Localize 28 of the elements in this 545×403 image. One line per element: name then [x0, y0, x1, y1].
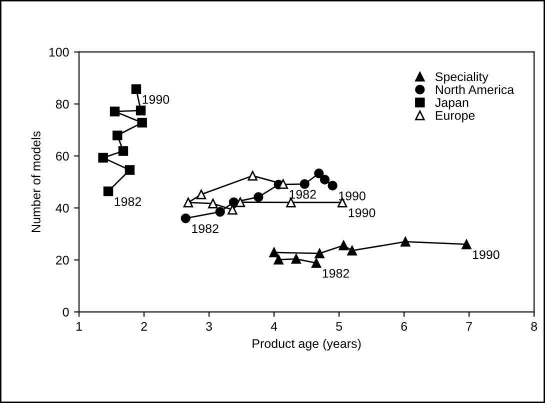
legend-label: Europe [436, 111, 475, 122]
y-tick-label: 40 [56, 204, 69, 213]
x-tick-label: 5 [336, 322, 342, 331]
legend-label: Japan [435, 98, 468, 110]
y-tick-label: 0 [62, 308, 69, 317]
annotation: 1982 [192, 224, 218, 234]
x-tick-label: 2 [141, 322, 147, 331]
x-tick-label: 4 [270, 322, 278, 331]
legend-label: North America [436, 84, 514, 94]
annotation: 1990 [339, 191, 366, 200]
x-tick-label: 7 [466, 322, 472, 331]
y-axis-title: Number of models [31, 131, 40, 232]
annotation: 1982 [290, 190, 316, 199]
y-tick-label: 80 [56, 100, 69, 109]
x-tick-label: 1 [76, 322, 82, 331]
legend-label: Speciality [435, 72, 488, 84]
annotation: 1990 [473, 250, 500, 260]
annotation: 1990 [348, 208, 376, 218]
x-axis-title: Product age (years) [252, 338, 361, 351]
y-tick-label: 20 [56, 256, 69, 265]
x-tick-label: 8 [531, 322, 538, 331]
x-tick-label: 6 [401, 322, 408, 331]
annotation: 1982 [114, 197, 142, 206]
y-tick-label: 60 [56, 152, 69, 161]
y-tick-label: 100 [49, 48, 69, 57]
annotation: 1990 [142, 95, 170, 104]
annotation: 1982 [322, 268, 350, 278]
x-tick-label: 3 [206, 322, 212, 331]
